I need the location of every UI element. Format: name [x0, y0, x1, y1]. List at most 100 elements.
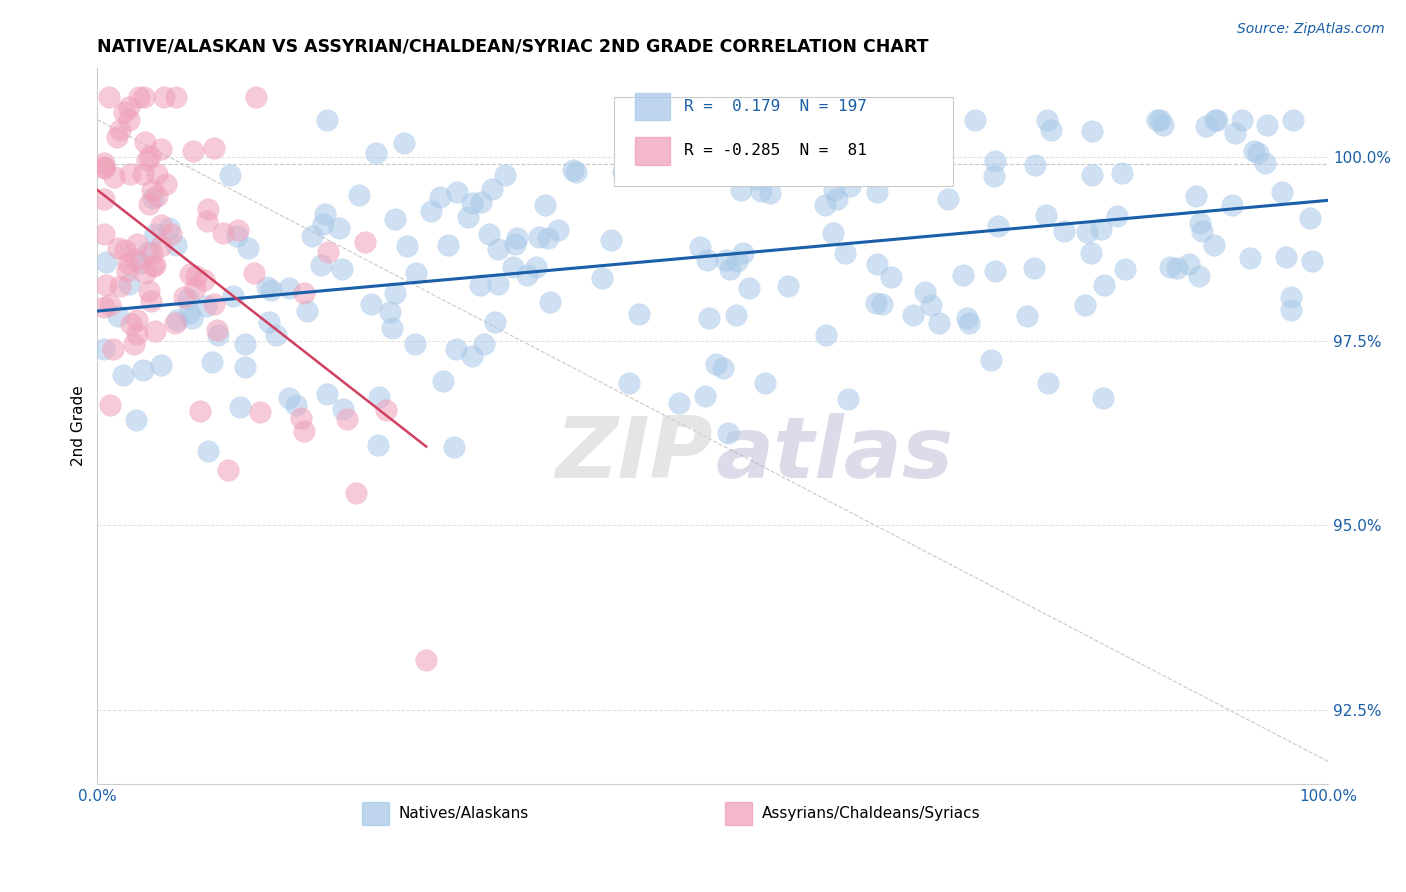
Point: [297, 304, 319, 318]
Point: [815, 327, 838, 342]
Point: [146, 189, 169, 203]
Point: [142, 191, 165, 205]
Point: [1080, 245, 1102, 260]
Point: [1247, 145, 1270, 160]
Point: [136, 153, 159, 168]
Point: [143, 258, 166, 272]
Bar: [636, 137, 669, 165]
Point: [195, 299, 218, 313]
Point: [145, 324, 167, 338]
Point: [1035, 208, 1057, 222]
Y-axis label: 2nd Grade: 2nd Grade: [72, 385, 86, 467]
Point: [138, 284, 160, 298]
Point: [1022, 260, 1045, 275]
Point: [472, 337, 495, 351]
Text: Natives/Alaskans: Natives/Alaskans: [399, 806, 529, 822]
Point: [118, 100, 141, 114]
Point: [1035, 112, 1057, 127]
Point: [730, 183, 752, 197]
Point: [1204, 238, 1226, 252]
Point: [733, 246, 755, 260]
Text: R =  0.179  N = 197: R = 0.179 N = 197: [685, 99, 868, 114]
Point: [538, 295, 561, 310]
Point: [118, 112, 141, 127]
Point: [155, 177, 177, 191]
Point: [1024, 159, 1046, 173]
Point: [486, 243, 509, 257]
Point: [1279, 303, 1302, 318]
Point: [1254, 156, 1277, 170]
Point: [1185, 189, 1208, 203]
Point: [1036, 376, 1059, 390]
Point: [689, 240, 711, 254]
Point: [122, 337, 145, 351]
Point: [278, 392, 301, 406]
Point: [114, 244, 136, 258]
Point: [693, 389, 716, 403]
Point: [1282, 112, 1305, 127]
Point: [834, 246, 856, 260]
Point: [278, 280, 301, 294]
Point: [717, 425, 740, 440]
Point: [150, 218, 173, 232]
Point: [173, 290, 195, 304]
Point: [1275, 250, 1298, 264]
Point: [93, 227, 115, 241]
Point: [132, 167, 155, 181]
Point: [188, 404, 211, 418]
Point: [142, 259, 165, 273]
Point: [461, 196, 484, 211]
Point: [94, 277, 117, 292]
Point: [127, 327, 149, 342]
Point: [405, 266, 427, 280]
Point: [257, 315, 280, 329]
Point: [446, 185, 468, 199]
Point: [503, 236, 526, 251]
Point: [184, 281, 207, 295]
Point: [392, 136, 415, 150]
Point: [1225, 126, 1247, 140]
Point: [898, 136, 921, 150]
Point: [153, 90, 176, 104]
Point: [344, 486, 367, 500]
Point: [1092, 277, 1115, 292]
Point: [354, 235, 377, 249]
Text: Source: ZipAtlas.com: Source: ZipAtlas.com: [1237, 22, 1385, 37]
Point: [143, 227, 166, 242]
Point: [284, 398, 307, 412]
Point: [1279, 290, 1302, 304]
Point: [157, 220, 180, 235]
Point: [880, 270, 903, 285]
Point: [165, 237, 187, 252]
Point: [699, 310, 721, 325]
Point: [93, 161, 115, 175]
Point: [222, 289, 245, 303]
Point: [93, 192, 115, 206]
Point: [314, 206, 336, 220]
Point: [316, 386, 339, 401]
Point: [1239, 251, 1261, 265]
Point: [647, 112, 669, 127]
Point: [1205, 112, 1227, 127]
Text: atlas: atlas: [716, 413, 953, 496]
Point: [437, 237, 460, 252]
Point: [562, 163, 585, 178]
Point: [243, 266, 266, 280]
Point: [132, 363, 155, 377]
Point: [1107, 209, 1129, 223]
Point: [415, 652, 437, 666]
Text: ZIP: ZIP: [555, 413, 713, 496]
Point: [94, 254, 117, 268]
Point: [813, 198, 835, 212]
Point: [166, 313, 188, 327]
Point: [749, 184, 772, 198]
Point: [193, 273, 215, 287]
Point: [1053, 224, 1076, 238]
Bar: [361, 802, 389, 825]
Point: [865, 186, 887, 200]
Point: [101, 342, 124, 356]
Point: [865, 296, 887, 310]
Point: [724, 308, 747, 322]
Point: [956, 310, 979, 325]
Point: [139, 293, 162, 308]
